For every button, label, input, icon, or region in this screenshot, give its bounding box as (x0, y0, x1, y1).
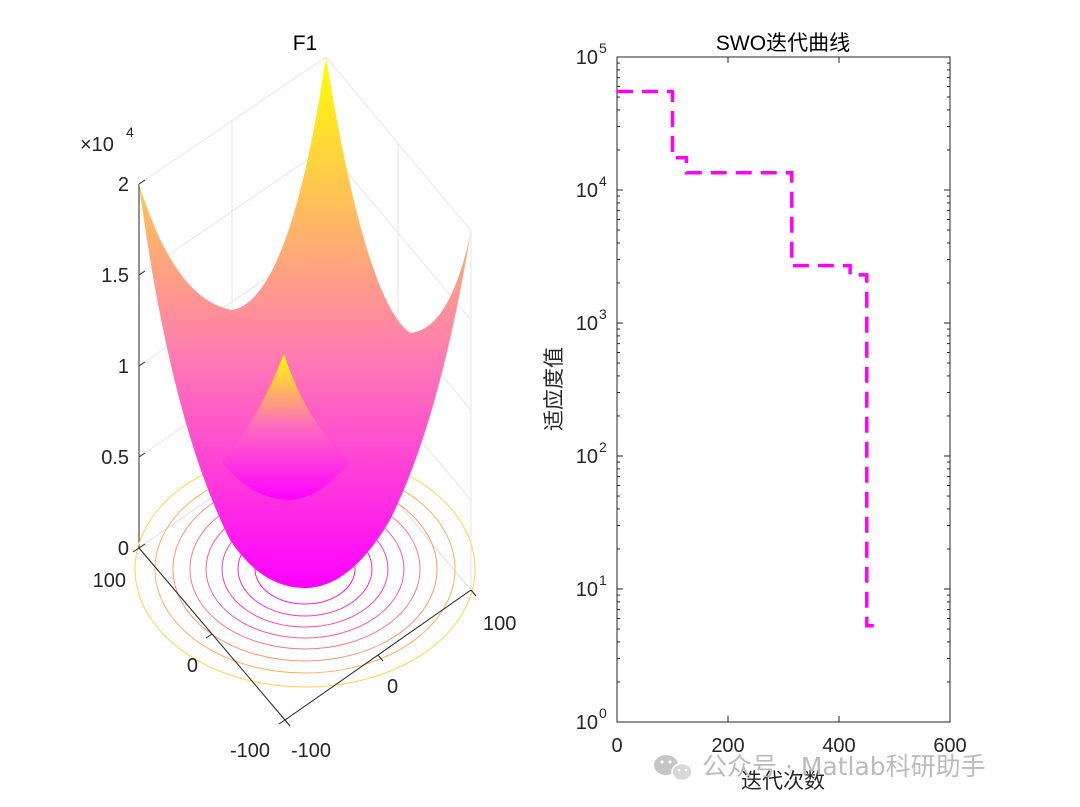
y-tick-exponent: 3 (599, 306, 607, 322)
y-tick-label: 10 (576, 47, 598, 69)
x-tick-mark (470, 589, 477, 597)
x-tick-label: 200 (711, 735, 744, 757)
y-tick-exponent: 5 (599, 40, 607, 56)
x-axis-label: 迭代次数 (741, 770, 825, 793)
surface-inner (222, 354, 350, 500)
y-tick-label: 10 (576, 446, 598, 468)
series-line-swo (617, 89, 881, 628)
plot-area-frame (616, 56, 951, 723)
z-multiplier-label: ×10 (80, 134, 114, 156)
x-ticks: 0 200 400 600 (611, 57, 967, 757)
z-tick-mark (138, 270, 146, 276)
y-tick-exponent: 2 (599, 439, 607, 455)
z-tick-mark (138, 361, 146, 367)
y-tick-label: -100 (230, 740, 270, 762)
watermark: 公众号 · Matlab科研助手 (654, 752, 986, 782)
y-tick-label: 0 (187, 655, 198, 677)
surface-title: F1 (293, 32, 318, 55)
z-multiplier-exponent: 4 (126, 124, 134, 140)
x-tick-label: 0 (387, 676, 398, 698)
y-tick-exponent: 0 (599, 705, 607, 721)
x-tick-mark (284, 719, 291, 727)
x-tick-label: 0 (611, 735, 622, 757)
x-tick-label: 400 (822, 735, 855, 757)
y-axis-floor (132, 547, 286, 725)
x-axis-floor (284, 589, 477, 727)
y-tick-label: 10 (576, 579, 598, 601)
wechat-icon (654, 755, 693, 782)
surface-front (139, 57, 471, 588)
watermark-text: 公众号 · Matlab科研助手 (702, 752, 986, 781)
y-tick-exponent: 1 (599, 572, 607, 588)
z-ticks (138, 179, 146, 549)
y-tick-mark (278, 719, 286, 725)
y-tick-label: 10 (576, 313, 598, 335)
x-tick-mark (377, 654, 384, 662)
x-tick-label: -100 (291, 740, 331, 762)
x-tick-label: 100 (483, 613, 516, 635)
y-tick-label: 10 (576, 180, 598, 202)
z-tick-mark (138, 543, 146, 549)
y-tick-label: 100 (93, 570, 126, 592)
y-tick-exponent: 4 (599, 173, 607, 189)
z-tick-label: 0 (118, 538, 129, 560)
x-tick-label: 600 (933, 735, 966, 757)
z-tick-label: 1.5 (101, 265, 129, 287)
surface-plot: 0 0.5 1 1.5 2 ×10 4 100 0 -100 -100 (80, 32, 516, 762)
z-tick-mark (138, 179, 146, 185)
y-axis-label: 适应度值 (543, 347, 566, 431)
y-tick-mark (205, 633, 213, 639)
z-tick-label: 2 (118, 174, 129, 196)
y-tick-mark (132, 547, 140, 553)
z-tick-mark (138, 452, 146, 458)
y-tick-label: 10 (576, 712, 598, 734)
z-tick-label: 0.5 (101, 447, 129, 469)
z-tick-label: 1 (118, 356, 129, 378)
curve-title: SWO迭代曲线 (716, 32, 850, 55)
